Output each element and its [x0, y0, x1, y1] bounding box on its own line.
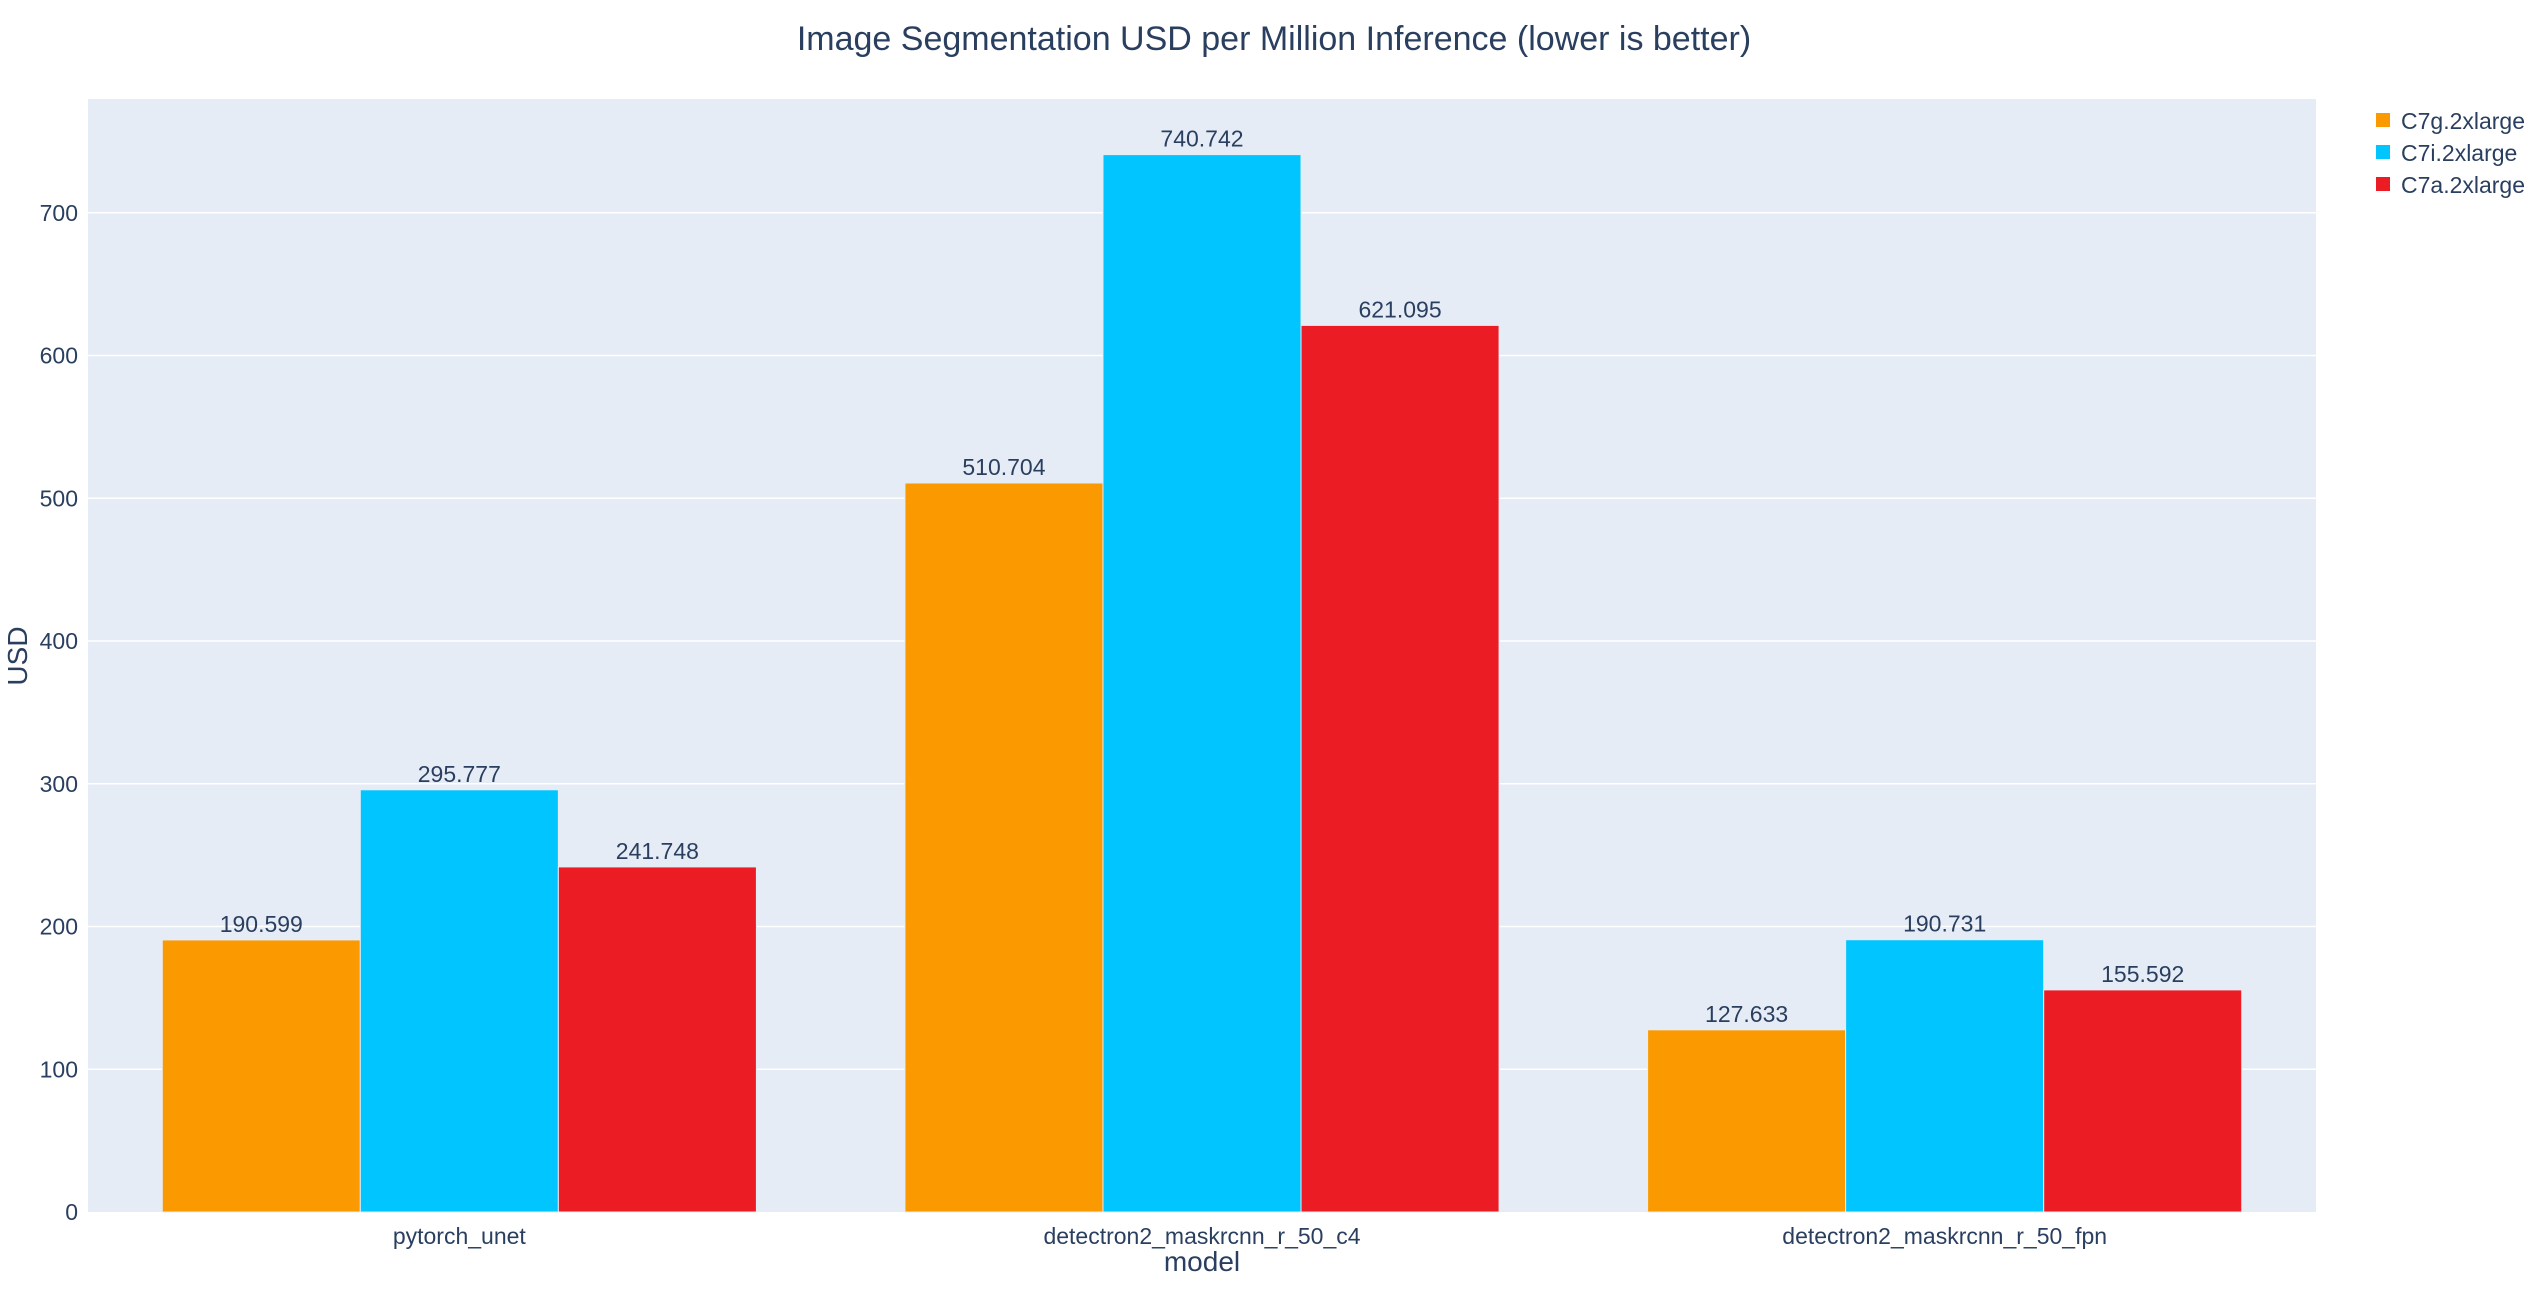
legend-label: C7g.2xlarge [2401, 108, 2525, 134]
y-tick-label: 400 [40, 628, 78, 654]
bar-value-label: 127.633 [1705, 1001, 1788, 1027]
y-axis-title: USD [2, 626, 33, 685]
y-tick-label: 500 [40, 485, 78, 511]
y-tick-label: 100 [40, 1056, 78, 1082]
legend-swatch [2376, 177, 2390, 191]
y-tick-label: 0 [65, 1199, 78, 1225]
legend-swatch [2376, 145, 2390, 159]
legend-label: C7i.2xlarge [2401, 140, 2517, 166]
bar-value-labels: 190.599 295.777 241.748 510.704 740.742 621.0… [220, 126, 2185, 1027]
bar-value-label: 510.704 [962, 454, 1045, 480]
bar[interactable] [1300, 324, 1500, 1213]
bar[interactable] [161, 939, 361, 1213]
y-axis-ticks: 0 100 200 300 400 500 600 700 [40, 200, 78, 1225]
x-axis-ticks: pytorch_unet detectron2_maskrcnn_r_50_c4 d… [393, 1223, 2107, 1249]
y-tick-label: 600 [40, 343, 78, 369]
bar-value-label: 621.095 [1358, 296, 1441, 322]
bar[interactable] [557, 866, 757, 1213]
legend-item[interactable]: C7g.2xlarge [2376, 108, 2525, 134]
legend-item[interactable]: C7i.2xlarge [2376, 140, 2517, 166]
bar[interactable] [1102, 154, 1302, 1213]
legend-swatch [2376, 113, 2390, 127]
legend-item[interactable]: C7a.2xlarge [2376, 172, 2525, 198]
bar-value-label: 241.748 [616, 838, 699, 864]
bar-value-label: 155.592 [2101, 961, 2184, 987]
legend[interactable]: C7g.2xlarge C7i.2xlarge C7a.2xlarge [2376, 108, 2525, 198]
y-tick-label: 700 [40, 200, 78, 226]
bars [161, 154, 2243, 1213]
bar-value-label: 740.742 [1160, 126, 1243, 152]
bar[interactable] [1647, 1029, 1847, 1213]
x-tick-label: detectron2_maskrcnn_r_50_c4 [1043, 1223, 1360, 1249]
legend-label: C7a.2xlarge [2401, 172, 2525, 198]
x-axis-title: model [1164, 1246, 1240, 1277]
chart-title: Image Segmentation USD per Million Infer… [797, 20, 1751, 58]
bar-value-label: 190.731 [1903, 911, 1986, 937]
x-tick-label: pytorch_unet [393, 1223, 527, 1249]
bar[interactable] [1845, 939, 2045, 1213]
y-tick-label: 200 [40, 914, 78, 940]
x-tick-label: detectron2_maskrcnn_r_50_fpn [1782, 1223, 2107, 1249]
bar-value-label: 190.599 [220, 911, 303, 937]
y-tick-label: 300 [40, 771, 78, 797]
bar[interactable] [904, 482, 1104, 1213]
bar[interactable] [359, 789, 559, 1213]
bar[interactable] [2043, 989, 2243, 1213]
bar-value-label: 295.777 [418, 761, 501, 787]
